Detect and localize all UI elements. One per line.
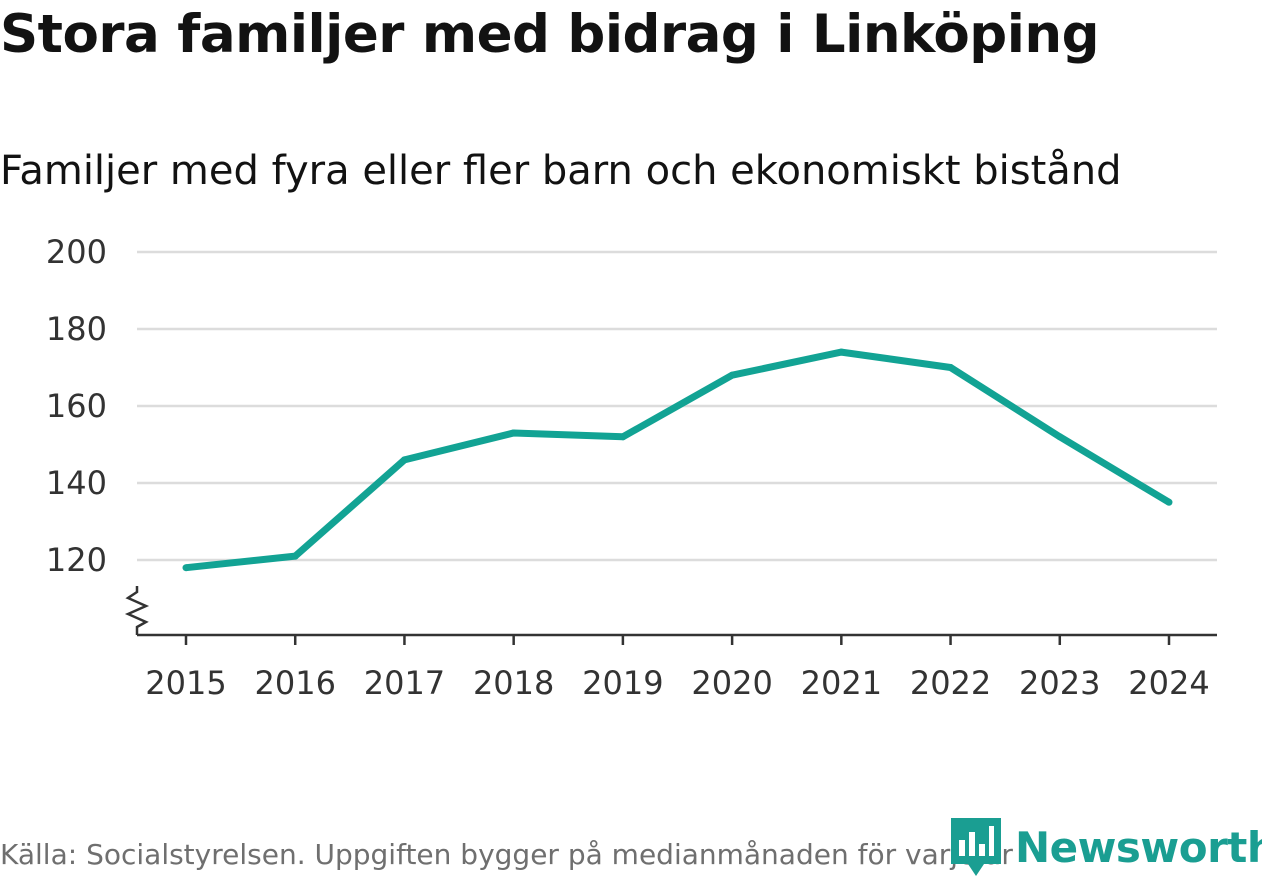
data-point-2024 — [1165, 498, 1173, 506]
x-axis: 2015 2016 2017 2018 2019 2020 2021 2022 2023 2024 — [124, 586, 1217, 702]
y-tick-label: 200 — [46, 233, 107, 271]
line-chart: 120 140 160 180 200 2015 2016 2017 2018 2019 2020… — [46, 233, 1217, 702]
x-tick-label: 2023 — [1019, 664, 1100, 702]
y-axis: 120 140 160 180 200 — [46, 233, 107, 579]
source-note: Källa: Socialstyrelsen. Uppgiften bygger… — [0, 838, 1013, 871]
data-point-2017 — [400, 456, 408, 464]
chart-subtitle: Familjer med fyra eller fler barn och ek… — [0, 148, 1122, 194]
y-tick-label: 120 — [46, 541, 107, 579]
newsworthy-logo-icon — [951, 818, 1001, 876]
x-tick-label: 2017 — [364, 664, 445, 702]
axis-break-marker — [124, 586, 150, 635]
x-tick-label: 2022 — [910, 664, 991, 702]
y-tick-label: 160 — [46, 387, 107, 425]
x-tick-label: 2018 — [473, 664, 554, 702]
brand-logo[interactable]: Newsworthy — [951, 818, 1262, 878]
data-point-2021 — [837, 348, 845, 356]
series-line — [185, 348, 1171, 572]
data-series — [182, 348, 1173, 572]
x-tick-label: 2021 — [801, 664, 882, 702]
data-point-2020 — [728, 371, 736, 379]
x-tick-label: 2015 — [145, 664, 226, 702]
data-point-2016 — [291, 552, 299, 560]
data-point-2015 — [182, 564, 190, 572]
x-tick-label: 2019 — [582, 664, 663, 702]
brand-name: Newsworthy — [1015, 823, 1262, 872]
x-tick-label: 2016 — [255, 664, 336, 702]
data-point-2022 — [947, 364, 955, 371]
y-tick-label: 180 — [46, 310, 107, 348]
data-point-2023 — [1056, 433, 1064, 441]
y-tick-label: 140 — [46, 464, 107, 502]
data-point-2019 — [619, 433, 627, 441]
x-tick-label: 2020 — [691, 664, 772, 702]
x-tick-label: 2024 — [1128, 664, 1209, 702]
chart-title: Stora familjer med bidrag i Linköping — [0, 4, 1100, 65]
data-point-2018 — [510, 429, 518, 437]
